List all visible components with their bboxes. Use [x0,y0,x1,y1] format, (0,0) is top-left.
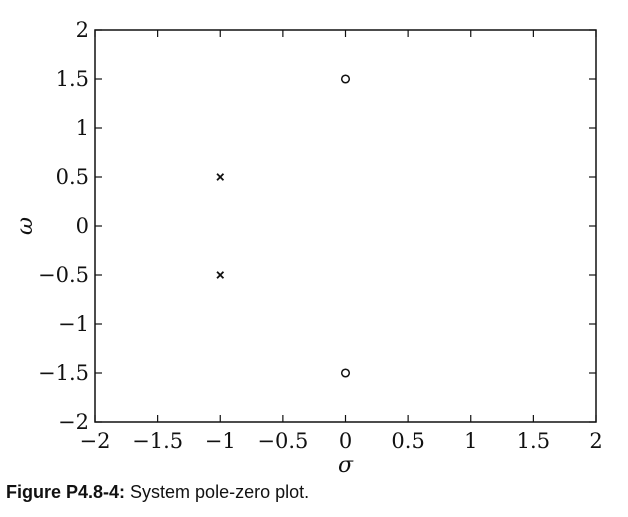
y-tick-label: 1 [76,116,89,140]
x-tick-label: 2 [589,429,602,453]
pole-marker [216,173,225,181]
pole-marker [216,271,225,279]
plot-frame [94,29,597,423]
x-tick-labels: −2 −1.5 −1 −0.5 0 0.5 1 1.5 2 [80,429,603,453]
y-tick-label: 0 [76,214,89,238]
pole-zero-plot: −2 −1.5 −1 −0.5 0 0.5 1 1.5 2 −2 −1.5 −1 −0.5 0 0.5 1 1… [13,18,603,478]
figure-caption-text: System pole-zero plot. [125,482,310,502]
x-tick-label: 0 [339,429,352,453]
y-tick-label: 1.5 [56,67,89,91]
y-tick-label: −0.5 [38,263,89,287]
x-tick-label: −0.5 [257,429,308,453]
axis-ticks [94,29,597,423]
figure-caption-label: Figure P4.8-4: [6,482,126,502]
x-tick-label: 0.5 [391,429,424,453]
x-tick-label: 1 [464,429,477,453]
x-tick-label: −1.5 [132,429,183,453]
y-tick-label: 0.5 [56,165,89,189]
figure-caption: Figure P4.8-4: System pole-zero plot. [6,482,309,503]
y-tick-label: −2 [58,410,89,434]
y-tick-labels: −2 −1.5 −1 −0.5 0 0.5 1 1.5 2 [38,18,89,434]
y-tick-label: −1.5 [38,361,89,385]
y-tick-label: 2 [76,18,89,42]
plot-markers [216,74,351,378]
y-tick-label: −1 [58,312,89,336]
zero-marker [340,368,351,378]
y-axis-label: ω [13,217,38,235]
x-tick-label: −2 [80,429,111,453]
x-tick-label: −1 [205,429,236,453]
zero-marker [340,74,351,84]
x-axis-label: σ [338,453,354,478]
x-tick-label: 1.5 [517,429,550,453]
